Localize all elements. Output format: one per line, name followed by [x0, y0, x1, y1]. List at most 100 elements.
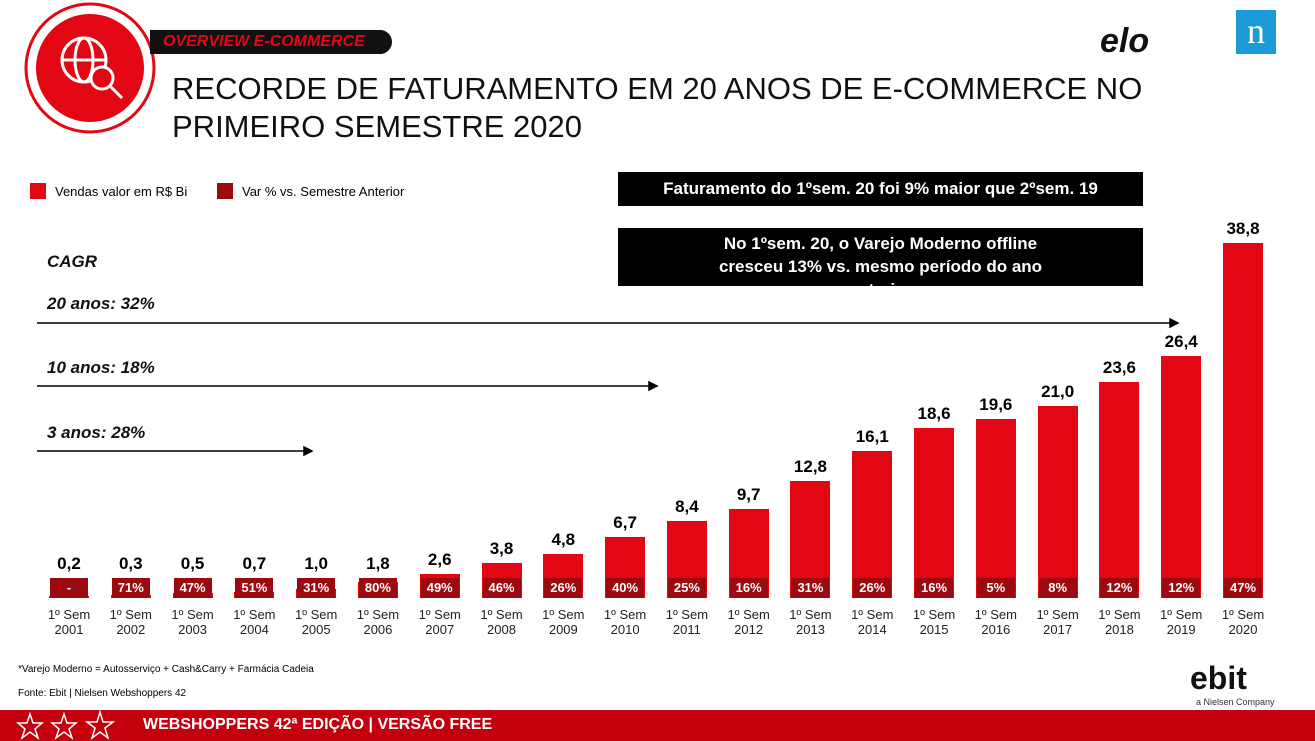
- var-box: 16%: [729, 578, 768, 598]
- var-box: 12%: [1100, 578, 1139, 598]
- bar: [852, 450, 893, 598]
- annotation: Faturamento do 1ºsem. 20 foi 9% maior qu…: [618, 172, 1143, 206]
- var-label: 16%: [735, 580, 762, 595]
- x-tick-label: 1º Sem 2012: [727, 607, 770, 637]
- var-box: 25%: [667, 578, 706, 598]
- value-label: 3,8: [489, 539, 514, 559]
- value-label: 0,3: [118, 554, 143, 573]
- x-tick-label: 1º Sem 2014: [851, 607, 894, 637]
- footnote: *Varejo Moderno = Autosserviço + Cash&Ca…: [18, 664, 314, 675]
- var-box: 5%: [976, 578, 1015, 598]
- var-box: 31%: [297, 578, 336, 598]
- cagr-item: 3 anos: 28%: [47, 423, 146, 442]
- value-label: 18,6: [917, 403, 951, 423]
- ebit-logo: ebit: [1190, 660, 1247, 696]
- plot: 0,2 - 1º Sem 2001 0,3 71% 1º Sem 2002 0,5 47% 1º…: [47, 219, 1265, 637]
- footer-text: WEBSHOPPERS 42ª EDIÇÃO | VERSÃO FREE: [143, 716, 493, 733]
- stars: [15, 709, 116, 741]
- x-tick-label: 1º Sem 2018: [1098, 607, 1141, 637]
- var-label: 31%: [797, 580, 824, 595]
- var-box: -: [50, 578, 88, 598]
- cagr-item: 20 anos: 32%: [47, 294, 155, 313]
- x-tick-label: 1º Sem 2007: [418, 607, 461, 637]
- bar: [1161, 356, 1202, 598]
- x-tick-label: 1º Sem 2001: [47, 607, 91, 637]
- bar: [1037, 405, 1078, 598]
- value-label: 12,8: [793, 456, 828, 476]
- legend-swatch: [30, 183, 46, 199]
- var-label: 26%: [859, 580, 886, 595]
- cagr-title: CAGR: [47, 252, 98, 271]
- var-box: 46%: [482, 578, 521, 598]
- value-label: 9,7: [736, 485, 761, 505]
- var-label: 25%: [673, 580, 700, 595]
- x-tick-label: 1º Sem 2017: [1036, 607, 1079, 637]
- value-label: 4,8: [551, 530, 576, 550]
- var-label: 5%: [986, 580, 1006, 595]
- value-label: 0,7: [242, 554, 267, 573]
- section-tag: OVERVIEW E-COMMERCE: [163, 33, 365, 50]
- cagr-item: 10 anos: 18%: [47, 358, 155, 377]
- var-box: 71%: [111, 578, 150, 598]
- value-label: 0,5: [180, 554, 205, 573]
- x-tick-label: 1º Sem 2009: [542, 607, 585, 637]
- value-label: 6,7: [613, 512, 637, 532]
- x-tick-label: 1º Sem 2008: [480, 607, 523, 637]
- value-label: 19,6: [979, 394, 1013, 414]
- var-box: 40%: [606, 578, 645, 598]
- footnote: Fonte: Ebit | Nielsen Webshoppers 42: [18, 688, 187, 699]
- value-label: 2,6: [427, 550, 452, 570]
- var-box: 51%: [235, 578, 274, 598]
- var-label: 80%: [364, 580, 391, 595]
- legend-label: Vendas valor em R$ Bi: [55, 184, 188, 199]
- x-tick-label: 1º Sem 2004: [233, 607, 276, 637]
- x-tick-label: 1º Sem 2016: [974, 607, 1017, 637]
- var-box: 49%: [420, 578, 459, 598]
- bar: [975, 418, 1016, 598]
- var-label: 16%: [921, 580, 948, 595]
- bar: [914, 427, 955, 598]
- x-tick-label: 1º Sem 2020: [1221, 607, 1265, 637]
- cagr-arrows: [37, 317, 1180, 457]
- var-box: 26%: [853, 578, 892, 598]
- elo-logo: elo: [1100, 22, 1150, 60]
- annotation-text: No 1ºsem. 20, o Varejo Moderno offline c…: [718, 234, 1043, 299]
- var-label: 71%: [117, 580, 144, 595]
- footer-band: [0, 710, 1315, 741]
- nielsen-logo: n: [1247, 11, 1265, 51]
- x-tick-label: 1º Sem 2002: [109, 607, 152, 637]
- var-box: 16%: [915, 578, 954, 598]
- var-label: 8%: [1048, 580, 1068, 595]
- x-tick-label: 1º Sem 2015: [912, 607, 956, 637]
- var-label: 26%: [550, 580, 577, 595]
- value-label: 23,6: [1102, 358, 1136, 378]
- var-box: 47%: [1224, 578, 1262, 598]
- x-tick-label: 1º Sem 2011: [665, 607, 709, 637]
- value-label: 16,1: [855, 426, 889, 446]
- value-label: 0,2: [57, 554, 81, 573]
- var-box: 80%: [358, 578, 397, 598]
- var-label: 12%: [1168, 580, 1195, 595]
- value-label: 26,4: [1164, 332, 1198, 352]
- var-box: 31%: [791, 578, 830, 598]
- var-label: -: [66, 580, 72, 595]
- value-label: 1,8: [366, 554, 390, 573]
- var-box: 8%: [1038, 578, 1077, 598]
- x-tick-label: 1º Sem 2006: [356, 607, 400, 637]
- ebit-sub: a Nielsen Company: [1196, 697, 1275, 707]
- x-tick-label: 1º Sem 2013: [789, 607, 832, 637]
- x-tick-label: 1º Sem 2019: [1160, 607, 1203, 637]
- var-label: 12%: [1106, 580, 1133, 595]
- value-label: 1,0: [304, 554, 328, 573]
- x-tick-label: 1º Sem 2010: [603, 607, 647, 637]
- var-label: 51%: [241, 580, 268, 595]
- value-label: 38,8: [1226, 219, 1260, 238]
- var-label: 49%: [426, 580, 453, 595]
- bar: [1223, 243, 1263, 598]
- annotation: No 1ºsem. 20, o Varejo Moderno offline c…: [618, 228, 1143, 299]
- value-label: 21,0: [1041, 381, 1075, 401]
- var-box: 26%: [544, 578, 583, 598]
- var-label: 40%: [612, 580, 639, 595]
